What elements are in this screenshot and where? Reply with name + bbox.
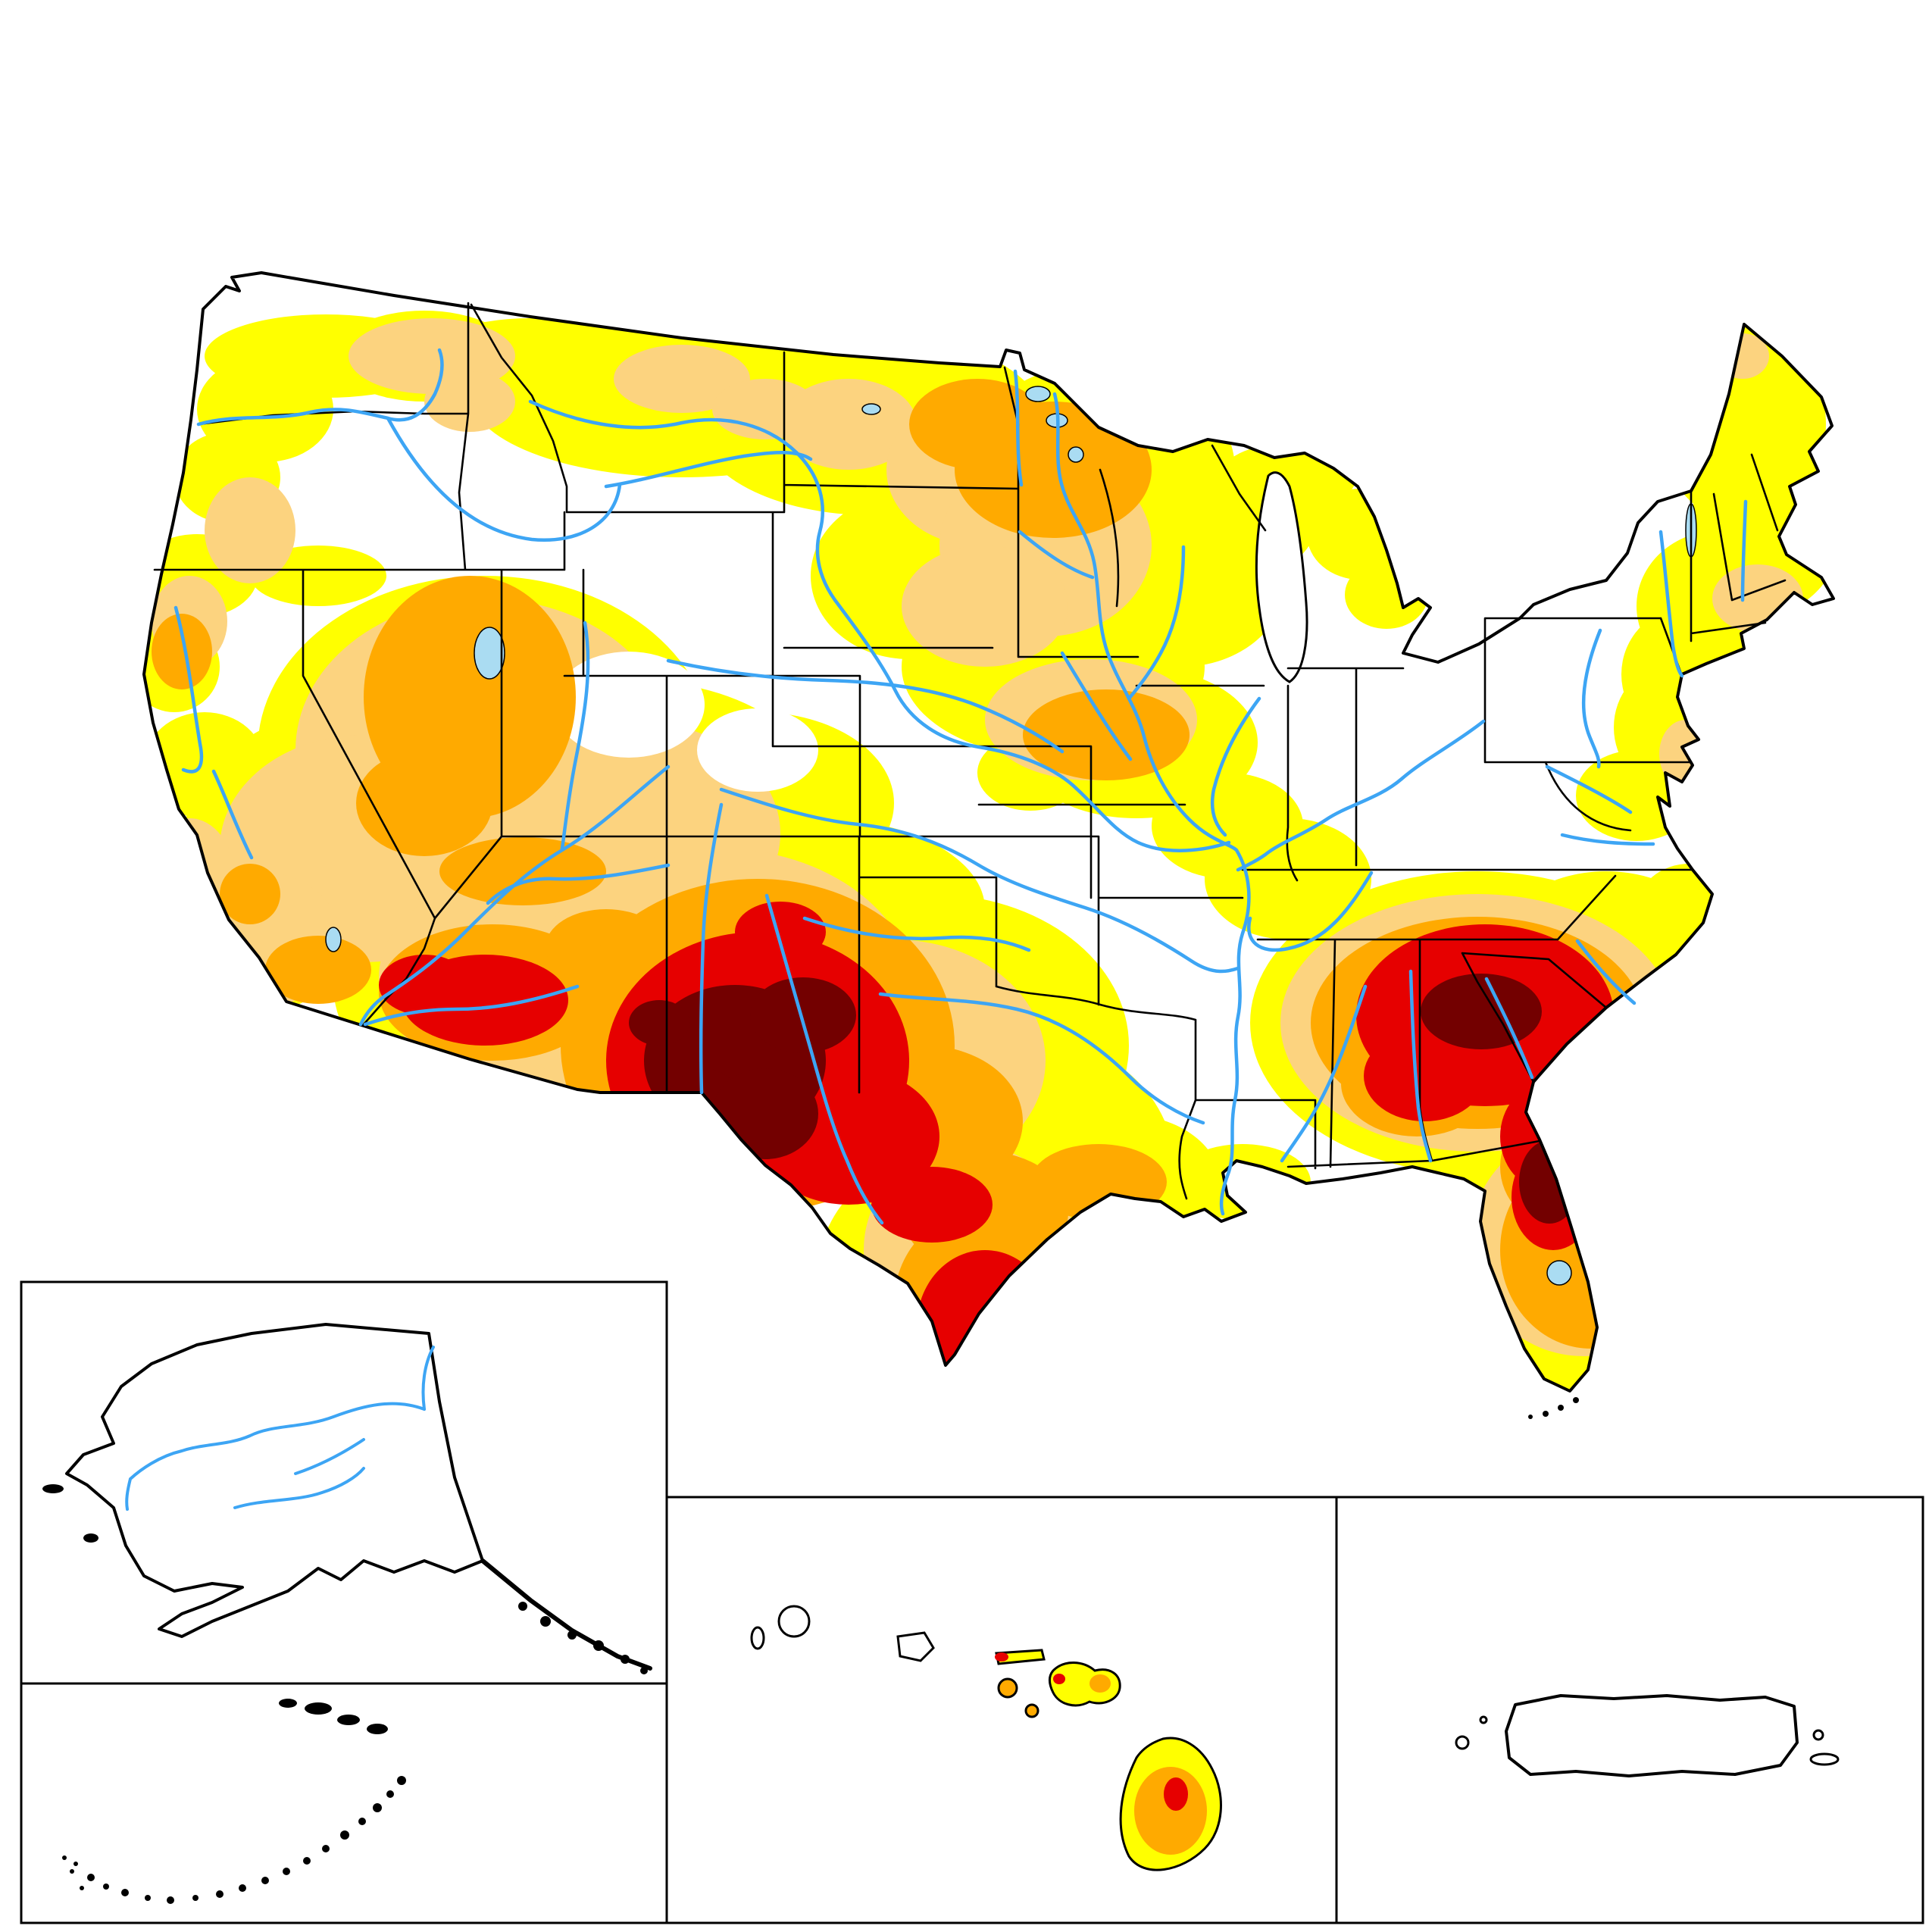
hawaii-inset: [665, 1496, 1338, 1924]
chattahoochee-river: [1408, 969, 1433, 1163]
wisconsin-river: [1127, 545, 1186, 701]
connecticut-river: [1740, 499, 1748, 602]
alaska-panhandle-islands: [518, 1602, 648, 1674]
illinois-river: [1210, 696, 1261, 837]
mississippi-river: [1052, 392, 1251, 1216]
vieques-island: [1809, 1752, 1840, 1766]
platte-river: [666, 658, 1064, 754]
lake-michigan: [1255, 471, 1308, 683]
yukon-river: [125, 1402, 426, 1511]
yellowstone-river: [604, 451, 813, 489]
tanana-river: [294, 1438, 365, 1475]
desecheo-island: [1479, 1715, 1488, 1724]
alaska-rivers: [125, 1346, 435, 1511]
puerto-rico-island: [1505, 1694, 1799, 1777]
james-river: [1560, 833, 1655, 846]
great-salt-lake: [474, 627, 505, 680]
alaska-inset: [20, 1280, 668, 1924]
molokai-island: [995, 1649, 1046, 1665]
snake-river: [386, 416, 622, 542]
hudson-river: [1658, 530, 1684, 678]
kauai-island: [777, 1605, 811, 1638]
red-river-north: [1013, 369, 1024, 487]
alaska-landmass: [65, 1323, 484, 1638]
conus-outline: [142, 271, 1835, 1393]
maui-island: [1049, 1662, 1121, 1707]
alabama-river: [1280, 984, 1368, 1163]
alaska-west-islands: [42, 1484, 98, 1543]
culebra-island: [1812, 1729, 1824, 1741]
pecos-river: [764, 893, 884, 1225]
alaska-panhandle: [480, 1558, 652, 1671]
salton-sea: [325, 927, 342, 952]
sacramento-river: [174, 605, 204, 774]
puerto-rico-inset-frame: [1335, 1496, 1924, 1924]
colorado-river: [358, 764, 671, 1027]
kuskokwim-river: [233, 1467, 365, 1509]
ohio-river: [1236, 719, 1486, 872]
lanai-island: [997, 1677, 1018, 1699]
kahoolawe-island: [1024, 1703, 1039, 1718]
lake-okeechobee: [1546, 1260, 1572, 1286]
canadian-river: [802, 916, 1031, 952]
aleutian-islands: [62, 1699, 406, 1904]
rivers: [174, 348, 1748, 1225]
great-lakes: [1255, 471, 1308, 683]
columbia-river: [196, 348, 444, 427]
devils-lake: [861, 403, 881, 415]
oahu-island: [896, 1631, 935, 1662]
niihau-island: [750, 1626, 765, 1650]
pee-dee-river: [1575, 939, 1637, 1005]
savannah-river: [1484, 977, 1534, 1080]
missouri-river: [528, 399, 1231, 852]
florida-keys: [1528, 1397, 1579, 1419]
green-river: [560, 621, 590, 851]
tennessee-river: [1247, 871, 1374, 952]
porcupine-river: [421, 1346, 435, 1411]
red-river-south: [878, 992, 1205, 1125]
puerto-rico-inset: [1335, 1496, 1924, 1924]
san-joaquin-river: [211, 769, 254, 860]
mille-lacs-lake: [1068, 446, 1084, 463]
rio-grande-river: [699, 802, 724, 1095]
susquehanna-river: [1581, 628, 1602, 769]
mona-island: [1455, 1735, 1470, 1750]
conus-map: [142, 271, 1835, 1419]
gila-river: [363, 984, 580, 1027]
hawaii-inset-frame: [665, 1496, 1338, 1924]
hawaii-big-island: [1119, 1737, 1222, 1871]
des-moines-river: [1060, 651, 1133, 761]
puerto-rico-small-islands: [1455, 1715, 1840, 1766]
san-juan-river: [486, 863, 671, 905]
lake-of-the-woods: [1025, 386, 1051, 402]
arkansas-river: [719, 787, 1240, 974]
minnesota-river: [1018, 530, 1095, 580]
potomac-river: [1545, 764, 1633, 814]
